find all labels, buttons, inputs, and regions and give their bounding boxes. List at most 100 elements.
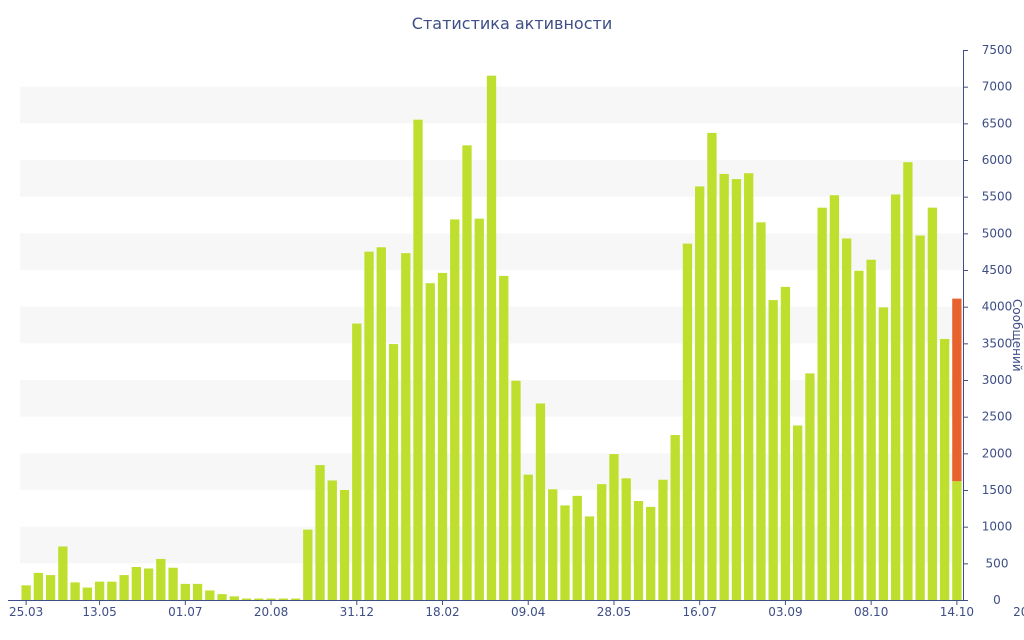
bar <box>266 598 276 600</box>
bar <box>939 338 950 600</box>
bar <box>768 300 778 600</box>
y-tick-label: 3000 <box>982 373 1013 387</box>
bar <box>499 275 509 600</box>
bar <box>780 286 791 600</box>
bar <box>890 194 901 600</box>
y-tick-label: 4000 <box>982 300 1013 314</box>
y-tick-label: 7000 <box>982 80 1013 94</box>
y-tick-label: 500 <box>986 556 1009 570</box>
y-tick-label: 5500 <box>982 190 1013 204</box>
x-tick-label: 08.10 <box>854 605 888 619</box>
bar <box>854 270 864 600</box>
y-tick-label: 1500 <box>982 483 1013 497</box>
y-tick-label: 6000 <box>982 153 1013 167</box>
bar-highlight-segment <box>952 298 962 482</box>
bar <box>94 581 105 600</box>
bar <box>793 425 803 600</box>
bar <box>303 529 313 600</box>
bar <box>437 272 448 600</box>
x-tick-label: 25.03 <box>9 605 43 619</box>
x-tick-label: 13.05 <box>82 605 116 619</box>
y-tick-label: 1000 <box>982 520 1013 534</box>
bar <box>548 489 558 600</box>
x-tick-label: 01.07 <box>168 605 202 619</box>
bar <box>584 516 595 600</box>
bar <box>450 219 460 600</box>
bar <box>866 259 876 600</box>
bar <box>695 186 705 600</box>
bar <box>682 243 693 600</box>
bar <box>927 207 938 600</box>
bar <box>131 567 141 600</box>
bar <box>315 465 325 600</box>
bar <box>70 582 80 600</box>
x-tick-label: 28.05 <box>597 605 631 619</box>
bar <box>952 481 962 600</box>
bar <box>290 598 301 600</box>
y-tick-label: 6500 <box>982 116 1013 130</box>
bar <box>339 490 350 600</box>
bar <box>241 598 252 600</box>
bar <box>364 251 374 600</box>
x-tick-label: 18.02 <box>425 605 459 619</box>
x-tick-label: 16.07 <box>683 605 717 619</box>
bar <box>180 583 190 600</box>
x-tick-label: 03.09 <box>768 605 802 619</box>
bar <box>486 75 497 600</box>
x-tick-label: 31.12 <box>340 605 374 619</box>
bar <box>829 195 840 600</box>
bar <box>633 501 644 600</box>
bar <box>58 546 68 600</box>
y-tick-label: 3500 <box>982 336 1013 350</box>
bar <box>143 568 154 600</box>
y-tick-label: 2000 <box>982 446 1013 460</box>
y-tick-label: 0 <box>993 593 1001 607</box>
bar <box>21 585 31 600</box>
bar <box>119 575 129 600</box>
bar <box>462 145 472 601</box>
bar <box>254 598 264 600</box>
bar <box>597 484 607 600</box>
bar <box>915 235 925 601</box>
bar <box>192 583 203 600</box>
bar <box>156 558 166 600</box>
bar <box>878 307 889 600</box>
bar <box>278 598 288 600</box>
bar <box>217 594 227 600</box>
x-tick-label: 09.04 <box>511 605 545 619</box>
bar <box>327 480 337 600</box>
bar <box>82 587 93 600</box>
bar <box>425 283 435 600</box>
bar <box>903 162 913 600</box>
bar <box>388 344 399 600</box>
y-tick-label: 7500 <box>982 43 1013 57</box>
bar <box>805 373 815 600</box>
bar <box>842 238 852 600</box>
y-tick-label: 2500 <box>982 410 1013 424</box>
bar <box>474 218 484 600</box>
bar <box>413 119 423 601</box>
bar <box>658 479 668 600</box>
bar <box>229 596 239 600</box>
bar <box>352 323 362 600</box>
bar <box>744 173 754 600</box>
bar <box>511 380 521 600</box>
x-tick-label: 20.10 <box>1013 605 1024 619</box>
bar <box>376 247 386 600</box>
bar <box>756 222 766 601</box>
bar <box>523 474 533 600</box>
y-tick-label: 5000 <box>982 226 1013 240</box>
bar <box>719 173 729 600</box>
bar <box>572 495 582 600</box>
bar <box>45 575 56 600</box>
bar <box>621 478 631 600</box>
bar <box>535 403 546 600</box>
x-tick-label: 14.10 <box>940 605 974 619</box>
x-tick-label: 20.08 <box>254 605 288 619</box>
bar <box>205 590 215 600</box>
bar <box>817 207 827 600</box>
bar <box>168 567 178 600</box>
bar <box>670 435 680 600</box>
chart-title: Статистика активности <box>411 14 613 33</box>
